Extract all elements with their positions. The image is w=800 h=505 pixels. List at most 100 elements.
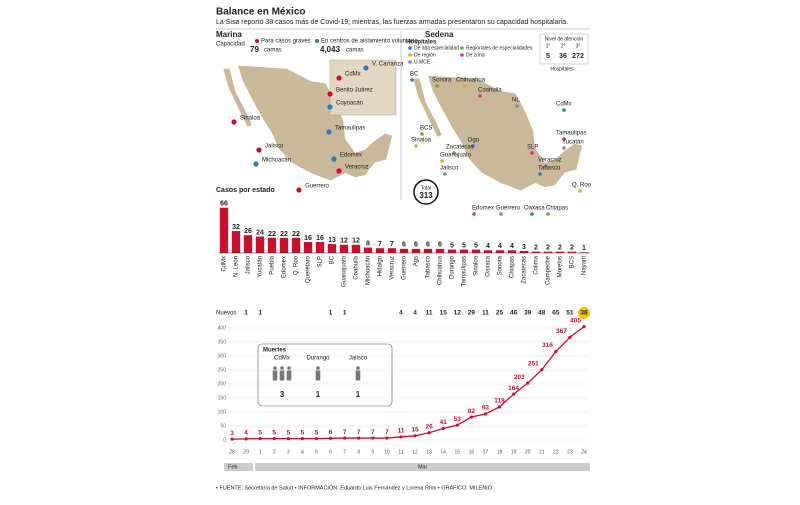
death-value: 1	[356, 390, 361, 399]
capacity-label: Capacidad	[216, 42, 245, 48]
point	[286, 437, 290, 441]
value-label: 6	[438, 242, 442, 249]
marker	[296, 187, 302, 193]
marker	[253, 161, 259, 167]
x-tick-label: 11	[398, 449, 403, 455]
capacity-legend: En centros de aislamiento voluntario	[321, 39, 418, 45]
x-tick-label: Zacatecas	[522, 256, 528, 284]
bar	[243, 235, 253, 253]
marker	[327, 104, 333, 110]
hospital-dot	[538, 172, 542, 176]
y-tick-label: 200	[218, 381, 227, 387]
legend-label: De alta especialidad	[414, 45, 459, 51]
value-label: 66	[220, 201, 228, 208]
place-label: CdMx	[345, 72, 361, 78]
hospital-dot	[472, 212, 476, 216]
value-label: 11	[398, 428, 405, 435]
value-label: 6	[402, 242, 406, 249]
x-tick-label: 6	[329, 449, 332, 455]
y-tick-label: 300	[218, 353, 227, 359]
point	[511, 392, 516, 396]
bar	[303, 242, 313, 253]
value-label: 12	[340, 238, 348, 245]
marina-title: Marina	[216, 30, 242, 39]
capacity-legend: Para casos graves	[261, 39, 311, 45]
person-body	[315, 370, 321, 381]
marker	[336, 75, 342, 81]
place-label: Coahuila	[478, 88, 502, 94]
value-label: 53	[454, 416, 462, 423]
place-label: Chiapas	[546, 206, 568, 212]
x-tick-label: 16	[469, 449, 475, 455]
value-label: 5	[301, 429, 305, 436]
level-count: 272	[572, 53, 584, 60]
x-tick-label: 22	[553, 449, 559, 455]
x-tick-label: 17	[483, 449, 489, 455]
x-tick-label: Querétaro	[306, 255, 312, 283]
hospital-dot	[420, 132, 424, 136]
x-tick-label: 14	[440, 449, 446, 455]
deaths-title: Muertes	[263, 348, 287, 354]
place-label: Guerrero	[305, 184, 330, 190]
levels-unit: Hospitales	[550, 66, 574, 72]
new-value: 1	[329, 310, 333, 317]
legend-dot	[460, 46, 464, 50]
beds-unit: camas	[264, 48, 282, 54]
hospital-dot	[410, 78, 414, 82]
level-label: 3°	[576, 43, 581, 49]
bar	[255, 236, 265, 253]
x-tick-label: Tabasco	[426, 255, 432, 278]
value-label: 5	[462, 242, 466, 249]
x-tick-label: 28	[229, 449, 235, 455]
value-label: 82	[468, 408, 476, 415]
x-tick-label: Durango	[450, 255, 456, 279]
place-label: Sonora	[432, 78, 452, 84]
death-state: Durango	[306, 356, 330, 362]
bar	[543, 251, 553, 253]
value-label: 7	[343, 429, 347, 436]
person-body	[279, 370, 285, 381]
place-label: Veracruz	[538, 158, 562, 164]
sedena-map	[412, 74, 583, 192]
beds-unit: camas	[346, 48, 364, 54]
hospital-dot	[471, 144, 475, 148]
value-label: 24	[256, 229, 264, 236]
new-value: 11	[426, 310, 433, 317]
marker	[336, 168, 342, 174]
legend-dot	[408, 60, 412, 64]
x-tick-label: Oaxaca	[486, 255, 492, 276]
x-tick-label: SLP	[318, 256, 324, 267]
subtitle: La Sisa reportó 38 casos más de Covid-19…	[216, 19, 568, 26]
person-body	[286, 370, 292, 381]
month-label: Mar	[418, 464, 428, 470]
hospital-dot	[562, 137, 566, 141]
hospital-dot	[546, 212, 550, 216]
value-label: 2	[546, 244, 550, 251]
value-label: 5	[450, 242, 454, 249]
x-tick-label: Morelos	[558, 256, 564, 277]
x-tick-label: 2	[273, 449, 276, 455]
value-label: 6	[426, 242, 430, 249]
value-label: 6	[329, 429, 333, 436]
legend-icon	[255, 39, 259, 43]
person-head	[273, 366, 277, 370]
bar	[507, 250, 517, 253]
value-label: 4	[486, 243, 490, 250]
x-tick-label: 29	[243, 449, 249, 455]
value-label: 5	[315, 429, 319, 436]
bar	[519, 250, 529, 253]
bar	[447, 249, 457, 253]
bar-title: Casos por estado	[216, 187, 275, 194]
legend-dot	[408, 46, 412, 50]
place-label: Yucatán	[562, 140, 584, 146]
x-tick-label: Sinaloa	[474, 255, 480, 276]
bar	[375, 248, 385, 253]
marker	[326, 129, 332, 135]
bar	[459, 249, 469, 253]
place-label: Sinaloa	[240, 116, 261, 122]
value-label: 15	[411, 427, 419, 434]
footer: • FUENTE: Secretaría de Salud • INFORMAC…	[216, 484, 493, 491]
place-label: Sinaloa	[411, 138, 432, 144]
x-tick-label: 12	[412, 449, 418, 455]
place-label: SLP	[527, 145, 538, 151]
